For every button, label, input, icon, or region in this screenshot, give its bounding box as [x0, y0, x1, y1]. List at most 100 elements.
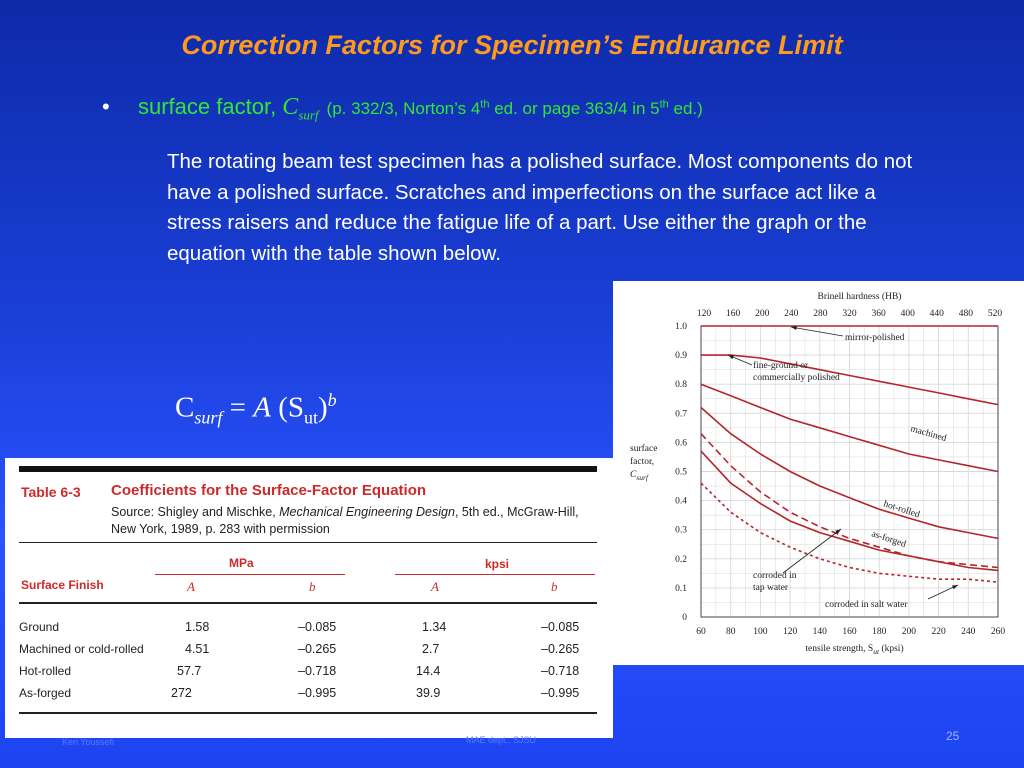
- header-b-mpa: b: [309, 579, 316, 594]
- table-cell: –0.085: [298, 620, 337, 634]
- ylabel-line-2: factor,: [630, 457, 655, 467]
- header-surface-finish: Surface Finish: [21, 578, 104, 592]
- arrow-mirror-polished: [790, 326, 844, 337]
- table-cell: 14.4: [416, 664, 441, 678]
- header-b-kpsi: b: [551, 579, 558, 594]
- x-tick-label: 220: [931, 627, 946, 637]
- coefficient-table-image: Table 6-3 Coefficients for the Surface-F…: [5, 458, 613, 738]
- header-mpa: MPa: [229, 556, 254, 570]
- ref-sup-1: th: [480, 98, 490, 111]
- y-tick-label: 0.1: [675, 584, 687, 594]
- x-tick-label: 120: [783, 627, 798, 637]
- ref-sup-2: th: [659, 98, 669, 111]
- surface-factor-equation: Csurf = A (Sut)b: [175, 390, 337, 428]
- label-tap-water-2: tap water: [753, 583, 789, 593]
- label-fine-ground-1: fine-ground or: [753, 360, 809, 371]
- y-tick-label: 1.0: [675, 322, 687, 332]
- label-mirror-polished: mirror-polished: [845, 333, 905, 343]
- table-cell: 1.58: [185, 620, 210, 634]
- y-tick-label: 0.7: [675, 409, 687, 419]
- table-cell: –0.085: [541, 620, 580, 634]
- arrow-tap-water-head: [835, 529, 841, 535]
- ref-part-c: ed.): [668, 99, 703, 118]
- page-number: 25: [946, 729, 960, 743]
- y-axis-label: surface factor, Csurf: [630, 443, 670, 484]
- table-cell: 2.7: [422, 642, 440, 656]
- footer-dept: MAE dept., SJSU: [466, 735, 537, 745]
- table-cell: 57.7: [177, 664, 202, 678]
- y-tick-label: 0.4: [675, 497, 687, 507]
- top-tick-label: 120: [697, 309, 712, 319]
- curve-fine-ground: [701, 354, 999, 406]
- surface-factor-graph: 60 80 100 120 140 160 180 200 220 240 260 0 0.1 0.2 0.…: [613, 281, 1024, 665]
- eq-exponent: b: [327, 390, 337, 410]
- ylabel-line-1: surface: [630, 444, 658, 454]
- x-tick-label: 160: [842, 627, 857, 637]
- x-axis-label: tensile strength, Sut (kpsi): [805, 643, 903, 656]
- table-caption: Coefficients for the Surface-Factor Equa…: [111, 482, 427, 499]
- bullet-surface-factor: • surface factor, Csurf (p. 332/3, Norton’…: [102, 94, 703, 123]
- table-cell: 1.34: [422, 620, 447, 634]
- table-row-finish: Hot-rolled: [19, 664, 72, 678]
- table-row-finish: Ground: [19, 620, 60, 634]
- top-axis-label: Brinell hardness (HB): [818, 291, 902, 302]
- x-tick-label: 140: [813, 627, 828, 637]
- table-row-finish: Machined or cold-rolled: [19, 642, 144, 656]
- header-rule: [19, 602, 597, 604]
- table-source: Source: Shigley and Mischke, Mechanical …: [111, 504, 591, 538]
- eq-equals: =: [222, 391, 254, 424]
- eq-c-sub: surf: [194, 407, 223, 428]
- top-tick-label: 400: [901, 309, 916, 319]
- header-kpsi: kpsi: [485, 557, 510, 571]
- arrow-mirror-polished-head: [791, 325, 797, 330]
- table-source-b: , 5th ed., McGraw-Hill, New York, 1989, …: [111, 505, 579, 536]
- label-hot-rolled: hot-rolled: [882, 499, 921, 520]
- x-tick-label: 240: [961, 627, 976, 637]
- footer-author: Ken Youssefi: [62, 737, 115, 747]
- header-a-mpa: A: [187, 579, 195, 594]
- table-cell: –0.995: [298, 686, 337, 700]
- y-tick-label: 0.2: [675, 555, 687, 565]
- y-tick-label: 0.3: [675, 526, 687, 536]
- table-cell: 272: [171, 686, 192, 700]
- top-tick-label: 440: [930, 309, 945, 319]
- table-cell: –0.265: [541, 642, 580, 656]
- curve-corroded: [700, 433, 999, 569]
- c-surf-symbol: C: [282, 94, 299, 120]
- bullet-marker: •: [102, 94, 110, 119]
- curve-machined: [700, 383, 999, 473]
- eq-a: A: [253, 391, 271, 424]
- top-tick-label: 240: [784, 309, 799, 319]
- slide-title: Correction Factors for Specimen’s Endura…: [181, 30, 843, 60]
- mpa-underline: [155, 574, 345, 575]
- arrow-salt-water-head: [952, 585, 958, 590]
- table-cell: –0.718: [541, 664, 580, 678]
- curve-hot-rolled: [700, 406, 999, 540]
- label-fine-ground-2: commercially polished: [753, 373, 840, 383]
- top-tick-label: 480: [959, 309, 974, 319]
- surface-factor-chart: 60 80 100 120 140 160 180 200 220 240 260 0 0.1 0.2 0.…: [675, 291, 1006, 656]
- top-tick-label: 520: [988, 309, 1003, 319]
- eq-close: ): [318, 391, 328, 424]
- table-top-rule: [19, 466, 597, 472]
- label-salt-water: corroded in salt water: [825, 600, 908, 610]
- x-tick-label: 60: [696, 627, 706, 637]
- top-tick-label: 320: [842, 309, 857, 319]
- table-rule: [19, 542, 597, 543]
- top-tick-label: 360: [871, 309, 886, 319]
- table-bottom-rule: [19, 712, 597, 714]
- x-tick-label: 80: [726, 627, 736, 637]
- label-tap-water-1: corroded in: [753, 571, 797, 581]
- table-row-finish: As-forged: [19, 686, 72, 700]
- x-tick-label: 180: [872, 627, 887, 637]
- x-tick-label: 200: [902, 627, 917, 637]
- table-cell: –0.718: [298, 664, 337, 678]
- eq-s-sub: ut: [303, 407, 318, 428]
- eq-c: C: [175, 391, 195, 424]
- arrow-fine-ground-head: [728, 355, 734, 360]
- x-tick-label: 260: [991, 627, 1006, 637]
- c-surf-subscript: surf: [298, 107, 319, 123]
- table-source-book: Mechanical Engineering Design: [279, 505, 455, 519]
- ylabel-symbol-sub: surf: [636, 472, 649, 482]
- table-number: Table 6-3: [21, 484, 81, 500]
